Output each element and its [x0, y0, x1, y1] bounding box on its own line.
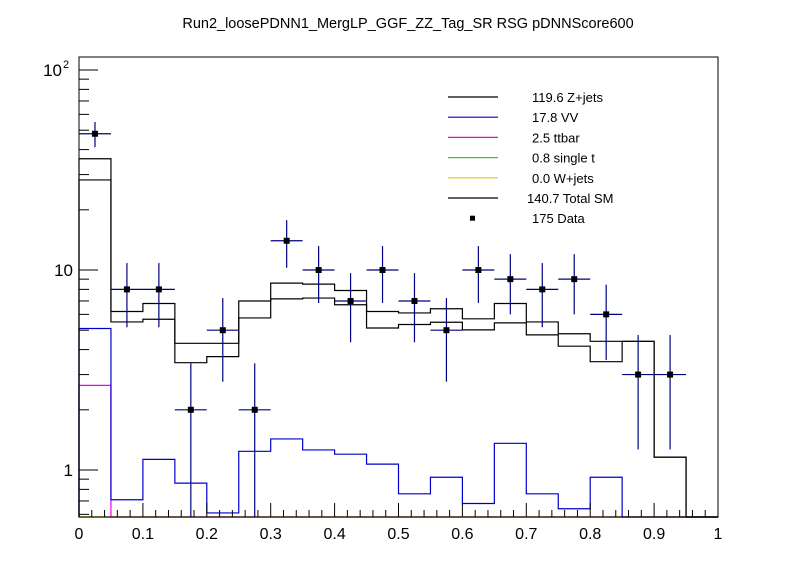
data-point: [558, 254, 591, 315]
data-point: [398, 273, 431, 343]
x-tick-label: 0.6: [451, 526, 473, 543]
x-tick-label: 0.9: [643, 526, 665, 543]
x-axis: 0 0.1 0.2 0.3 0.4 0.5 0.6 0.7 0.8 0.9 1: [75, 503, 723, 543]
legend-label: 119.6 Z+jets: [532, 90, 603, 105]
data-marker: [347, 297, 354, 304]
data-point: [526, 263, 559, 328]
data-point: [590, 284, 623, 360]
data-point: [654, 334, 687, 450]
legend-label: 2.5 ttbar: [532, 130, 580, 145]
data-marker: [443, 327, 450, 334]
data-marker: [187, 406, 194, 413]
legend-entry: 119.6 Z+jets: [448, 90, 603, 105]
y-tick-label: 1: [64, 461, 73, 480]
x-tick-label: 0.8: [579, 526, 601, 543]
legend-marker: [470, 215, 475, 221]
legend-label: 140.7 Total SM: [527, 191, 613, 206]
data-point: [430, 298, 463, 382]
x-tick-label: 0.2: [196, 526, 218, 543]
data-marker: [475, 267, 482, 273]
hist-vv: [78, 327, 718, 518]
legend-entry: 0.8 single t: [448, 151, 595, 166]
legend-entry: 0.0 W+jets: [448, 171, 594, 186]
data-points-layer: [79, 122, 687, 517]
data-marker: [411, 297, 418, 304]
x-tick-label: 0.1: [132, 526, 154, 543]
legend-entry: 140.7 Total SM: [448, 191, 613, 206]
legend-entry: 2.5 ttbar: [448, 130, 580, 145]
y-tick-label: 10: [43, 61, 62, 80]
data-point: [366, 246, 399, 304]
data-marker: [123, 286, 130, 293]
y-tick-label: 10: [54, 261, 73, 280]
data-point: [110, 263, 143, 328]
data-marker: [507, 276, 514, 283]
data-point: [462, 246, 495, 304]
data-marker: [603, 311, 610, 318]
y-tick-exponent: 2: [63, 59, 69, 71]
data-point: [142, 263, 175, 328]
legend: 119.6 Z+jets 17.8 VV 2.5 ttbar 0.8 single t…: [448, 90, 613, 226]
data-marker: [635, 371, 642, 378]
legend-label: 17.8 VV: [532, 110, 579, 125]
data-marker: [91, 130, 98, 137]
data-marker: [251, 406, 258, 413]
data-point: [494, 254, 527, 315]
legend-entry: 17.8 VV: [448, 110, 579, 125]
data-point: [334, 273, 367, 343]
legend-entry: 175 Data: [470, 211, 586, 226]
legend-label: 175 Data: [532, 211, 586, 226]
data-marker: [539, 286, 546, 293]
legend-label: 0.0 W+jets: [532, 171, 594, 186]
data-point: [79, 122, 111, 148]
data-marker: [155, 286, 162, 293]
data-marker: [571, 276, 578, 283]
data-marker: [283, 237, 290, 244]
hist-total-sm: [78, 158, 718, 518]
data-marker: [379, 267, 386, 273]
x-tick-label: 1: [714, 526, 723, 543]
chart-title: Run2_loosePDNN1_MergLP_GGF_ZZ_Tag_SR RSG…: [182, 16, 633, 32]
data-marker: [219, 327, 226, 334]
data-point: [238, 363, 271, 517]
data-point: [302, 246, 335, 304]
x-tick-label: 0.7: [515, 526, 537, 543]
data-marker: [667, 371, 674, 378]
x-tick-label: 0.4: [323, 526, 345, 543]
data-point: [206, 298, 239, 382]
data-point: [174, 363, 207, 517]
legend-label: 0.8 single t: [532, 151, 595, 166]
data-marker: [315, 267, 322, 273]
hist-z-jets: [78, 179, 718, 518]
x-tick-label: 0: [75, 526, 84, 543]
x-tick-label: 0.5: [387, 526, 409, 543]
x-tick-label: 0.3: [260, 526, 282, 543]
data-point: [622, 334, 655, 450]
data-point: [270, 220, 303, 268]
